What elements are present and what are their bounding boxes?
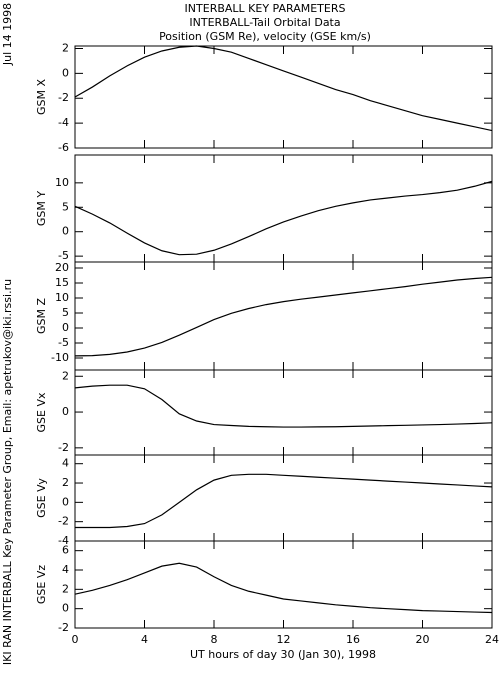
y-tick-label: -6 bbox=[58, 141, 69, 154]
y-tick-label: -2 bbox=[58, 515, 69, 528]
data-line bbox=[74, 180, 493, 256]
data-line bbox=[74, 562, 493, 614]
panel-frame bbox=[74, 540, 493, 629]
y-tick-label: 0 bbox=[62, 225, 69, 238]
y-tick-label: 0 bbox=[62, 602, 69, 615]
y-tick-label: -2 bbox=[58, 621, 69, 634]
y-tick-label: -5 bbox=[58, 249, 69, 262]
x-axis-label: UT hours of day 30 (Jan 30), 1998 bbox=[190, 648, 376, 661]
data-line bbox=[74, 45, 493, 132]
y-axis-label: GSM Y bbox=[35, 191, 48, 226]
y-tick-label: 5 bbox=[62, 200, 69, 213]
y-tick-label: 2 bbox=[62, 582, 69, 595]
data-line bbox=[75, 473, 493, 529]
y-axis-label: GSM X bbox=[35, 79, 48, 115]
x-tick-label: 24 bbox=[485, 633, 499, 646]
y-tick-label: -5 bbox=[58, 336, 69, 349]
y-tick-label: 5 bbox=[62, 306, 69, 319]
y-axis-label: GSM Z bbox=[35, 298, 48, 334]
date-stamp: Jul 14 1998 bbox=[1, 3, 14, 66]
title-line: INTERBALL-Tail Orbital Data bbox=[189, 16, 340, 29]
panel-frame bbox=[74, 369, 493, 456]
data-line bbox=[74, 384, 493, 428]
x-tick-label: 4 bbox=[141, 633, 148, 646]
y-tick-label: 15 bbox=[55, 276, 69, 289]
y-tick-label: 2 bbox=[62, 476, 69, 489]
x-tick-label: 16 bbox=[346, 633, 360, 646]
y-tick-label: 10 bbox=[55, 291, 69, 304]
y-tick-label: 0 bbox=[62, 405, 69, 418]
y-tick-label: -2 bbox=[58, 441, 69, 454]
panel-frame bbox=[74, 454, 493, 542]
panel-frame bbox=[74, 154, 493, 263]
y-tick-label: -2 bbox=[58, 91, 69, 104]
y-tick-label: -10 bbox=[51, 351, 69, 364]
x-tick-label: 0 bbox=[72, 633, 79, 646]
x-tick-label: 8 bbox=[211, 633, 218, 646]
y-tick-label: 6 bbox=[62, 544, 69, 557]
y-tick-label: -4 bbox=[58, 534, 69, 547]
y-tick-label: 2 bbox=[62, 41, 69, 54]
y-tick-label: 2 bbox=[62, 369, 69, 382]
credit: IKI RAN INTERBALL Key Parameter Group, E… bbox=[1, 279, 14, 665]
title-line: Position (GSM Re), velocity (GSE km/s) bbox=[159, 30, 371, 43]
panel-frame bbox=[74, 261, 493, 371]
x-tick-label: 20 bbox=[416, 633, 430, 646]
y-tick-label: 4 bbox=[62, 457, 69, 470]
y-tick-label: 20 bbox=[55, 261, 69, 274]
y-axis-label: GSE Vz bbox=[35, 565, 48, 604]
y-tick-label: 0 bbox=[62, 321, 69, 334]
y-axis-label: GSE Vy bbox=[35, 478, 48, 518]
y-tick-label: 0 bbox=[62, 66, 69, 79]
y-tick-label: -4 bbox=[58, 116, 69, 129]
y-tick-label: 0 bbox=[62, 495, 69, 508]
y-tick-label: 10 bbox=[55, 176, 69, 189]
title-line: INTERBALL KEY PARAMETERS bbox=[185, 2, 346, 15]
data-line bbox=[74, 276, 493, 357]
y-axis-label: GSE Vx bbox=[35, 392, 48, 432]
x-tick-label: 12 bbox=[277, 633, 291, 646]
y-tick-label: 4 bbox=[62, 563, 69, 576]
